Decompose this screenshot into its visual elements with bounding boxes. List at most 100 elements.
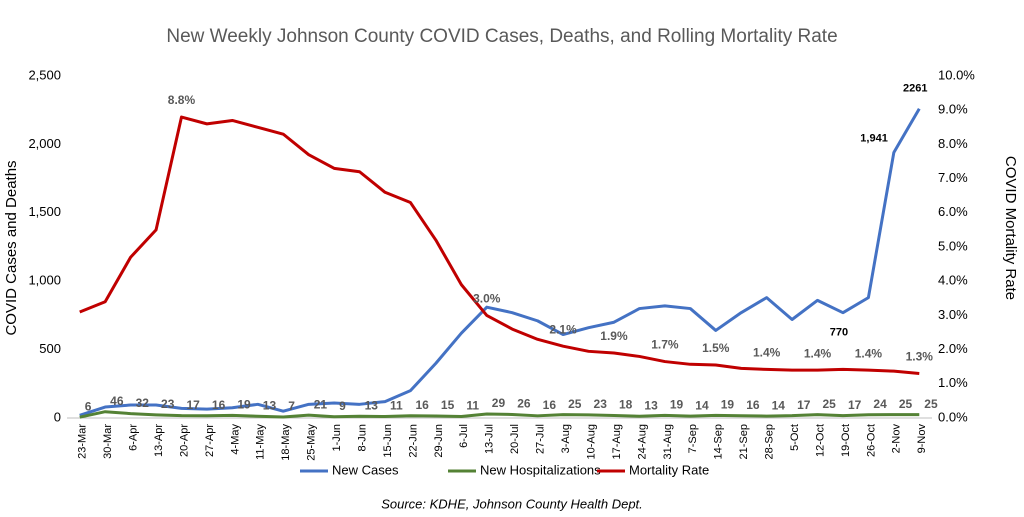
x-tick-label: 31-Aug bbox=[662, 424, 674, 459]
x-tick-label: 14-Sep bbox=[713, 424, 725, 459]
x-tick-label: 28-Sep bbox=[764, 424, 776, 459]
data-label: 1.4% bbox=[855, 346, 883, 360]
data-label: 19 bbox=[237, 398, 251, 412]
data-label: 16 bbox=[212, 398, 226, 412]
data-label: 25 bbox=[823, 397, 837, 411]
data-label: 6 bbox=[85, 399, 92, 413]
data-label: 1,941 bbox=[860, 132, 888, 144]
y-tick-label: 1,000 bbox=[28, 273, 61, 288]
data-label: 24 bbox=[873, 397, 887, 411]
data-label: 26 bbox=[517, 397, 531, 411]
data-label: 25 bbox=[568, 397, 582, 411]
data-label: 14 bbox=[772, 398, 786, 412]
legend-label: Mortality Rate bbox=[629, 462, 709, 477]
x-tick-label: 21-Sep bbox=[738, 424, 750, 459]
y2-tick-label: 8.0% bbox=[938, 136, 968, 151]
x-tick-label: 29-Jun bbox=[433, 424, 445, 458]
x-tick-label: 6-Jul bbox=[458, 424, 470, 448]
y2-tick-label: 1.0% bbox=[938, 375, 968, 390]
data-label: 17 bbox=[848, 398, 862, 412]
y2-tick-label: 4.0% bbox=[938, 273, 968, 288]
x-tick-label: 2-Nov bbox=[891, 424, 903, 454]
x-tick-label: 9-Nov bbox=[916, 424, 928, 454]
data-label: 14 bbox=[695, 398, 709, 412]
data-label: 17 bbox=[797, 398, 811, 412]
data-label: 1.4% bbox=[804, 346, 832, 360]
y2-tick-label: 10.0% bbox=[938, 67, 975, 82]
x-tick-label: 10-Aug bbox=[585, 424, 597, 459]
chart-title: New Weekly Johnson County COVID Cases, D… bbox=[166, 26, 837, 47]
y-tick-label: 2,500 bbox=[28, 67, 61, 82]
data-label: 1.9% bbox=[600, 329, 628, 343]
y2-tick-label: 6.0% bbox=[938, 204, 968, 219]
x-tick-label: 8-Jun bbox=[356, 424, 368, 452]
x-tick-label: 17-Aug bbox=[611, 424, 623, 459]
x-tick-label: 12-Oct bbox=[814, 424, 826, 457]
y2-tick-label: 9.0% bbox=[938, 102, 968, 117]
x-tick-label: 11-May bbox=[255, 424, 267, 460]
y-tick-label: 2,000 bbox=[28, 136, 61, 151]
x-tick-label: 3-Aug bbox=[560, 424, 572, 453]
x-tick-label: 22-Jun bbox=[407, 424, 419, 458]
x-tick-label: 25-May bbox=[306, 424, 318, 461]
data-label: 15 bbox=[441, 398, 455, 412]
y2-tick-label: 5.0% bbox=[938, 238, 968, 253]
x-tick-label: 26-Oct bbox=[865, 424, 877, 457]
data-label: 19 bbox=[721, 398, 735, 412]
series-line bbox=[79, 410, 920, 419]
data-label: 23 bbox=[161, 397, 175, 411]
legend-label: New Cases bbox=[332, 462, 399, 477]
x-tick-label: 30-Mar bbox=[102, 424, 114, 459]
y2-tick-label: 2.0% bbox=[938, 341, 968, 356]
series-line bbox=[79, 107, 921, 417]
data-label: 25 bbox=[924, 397, 938, 411]
data-label: 13 bbox=[644, 398, 658, 412]
y-tick-label: 500 bbox=[39, 341, 61, 356]
y2-tick-label: 7.0% bbox=[938, 170, 968, 185]
x-tick-label: 20-Apr bbox=[178, 424, 190, 457]
data-label: 19 bbox=[670, 398, 684, 412]
data-label: 18 bbox=[619, 398, 633, 412]
y-tick-label: 1,500 bbox=[28, 204, 61, 219]
data-label: 1.4% bbox=[753, 346, 781, 360]
data-label: 21 bbox=[314, 397, 328, 411]
data-label: 13 bbox=[263, 398, 277, 412]
data-label: 11 bbox=[466, 399, 479, 413]
y-tick-label: 0 bbox=[54, 409, 61, 424]
legend-label: New Hospitalizations bbox=[480, 462, 601, 477]
data-label: 16 bbox=[746, 398, 760, 412]
data-label: 32 bbox=[136, 396, 150, 410]
data-label: 7 bbox=[288, 399, 295, 413]
x-tick-label: 18-May bbox=[280, 424, 292, 461]
data-label: 23 bbox=[594, 397, 608, 411]
y-axis-title: COVID Cases and Deaths bbox=[3, 160, 20, 335]
data-label: 770 bbox=[830, 327, 848, 339]
x-tick-label: 15-Jun bbox=[382, 424, 394, 458]
source-note: Source: KDHE, Johnson County Health Dept… bbox=[381, 496, 643, 511]
x-tick-label: 6-Apr bbox=[128, 424, 140, 451]
data-label: 8.8% bbox=[168, 93, 196, 107]
data-label: 1.7% bbox=[651, 338, 679, 352]
data-label: 16 bbox=[415, 398, 429, 412]
y2-tick-label: 3.0% bbox=[938, 307, 968, 322]
data-label: 2261 bbox=[903, 83, 927, 95]
data-label: 13 bbox=[365, 398, 379, 412]
series-line bbox=[79, 115, 920, 376]
x-tick-label: 1-Jun bbox=[331, 424, 343, 452]
x-tick-label: 13-Apr bbox=[153, 424, 165, 457]
data-label: 16 bbox=[543, 398, 557, 412]
x-tick-label: 20-Jul bbox=[509, 424, 521, 454]
data-label: 2.1% bbox=[549, 322, 577, 336]
x-tick-label: 7-Sep bbox=[687, 424, 699, 453]
data-label: 1.3% bbox=[906, 350, 934, 364]
y2-tick-label: 0.0% bbox=[938, 409, 968, 424]
data-label: 17 bbox=[186, 398, 200, 412]
data-label: 3.0% bbox=[473, 292, 501, 306]
x-tick-label: 13-Jul bbox=[484, 424, 496, 454]
y2-axis-title: COVID Mortality Rate bbox=[1002, 156, 1019, 300]
data-label: 11 bbox=[390, 399, 403, 413]
x-tick-label: 23-Mar bbox=[77, 424, 89, 459]
data-label: 46 bbox=[110, 394, 124, 408]
x-tick-label: 4-May bbox=[229, 424, 241, 455]
